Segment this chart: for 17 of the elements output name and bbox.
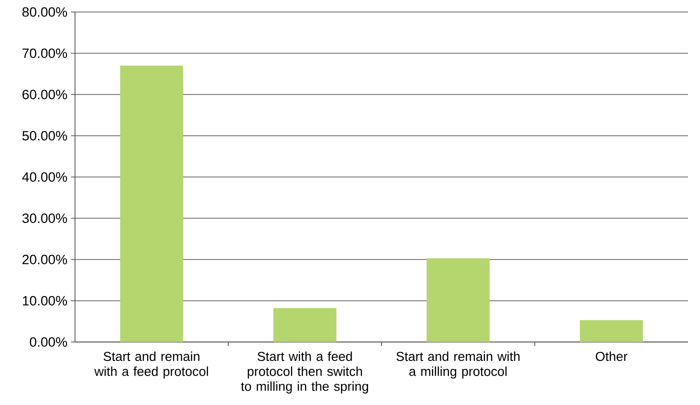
y-tick-label: 30.00%	[22, 213, 68, 224]
y-tick-label: 20.00%	[22, 254, 68, 264]
x-tick-label: Start and remain with a milling protocol	[396, 352, 520, 379]
bar	[120, 66, 184, 342]
y-tick-label: 80.00%	[22, 7, 68, 17]
y-tick-label: 70.00%	[22, 48, 68, 58]
bar	[426, 258, 490, 342]
bar	[273, 308, 336, 342]
x-tick-label: Start and remain with a feed protocol	[94, 352, 208, 379]
y-tick-label: 60.00%	[22, 90, 68, 100]
y-tick-label: 40.00%	[22, 172, 68, 182]
y-tick-label: 0.00%	[30, 337, 68, 347]
bar	[580, 320, 643, 342]
y-tick-label: 10.00%	[22, 296, 68, 306]
x-tick-label: Start with a feed protocol then switch to milling in the spring	[241, 352, 368, 394]
y-tick-label: 50.00%	[22, 130, 68, 141]
x-tick-label: Other	[596, 352, 628, 362]
